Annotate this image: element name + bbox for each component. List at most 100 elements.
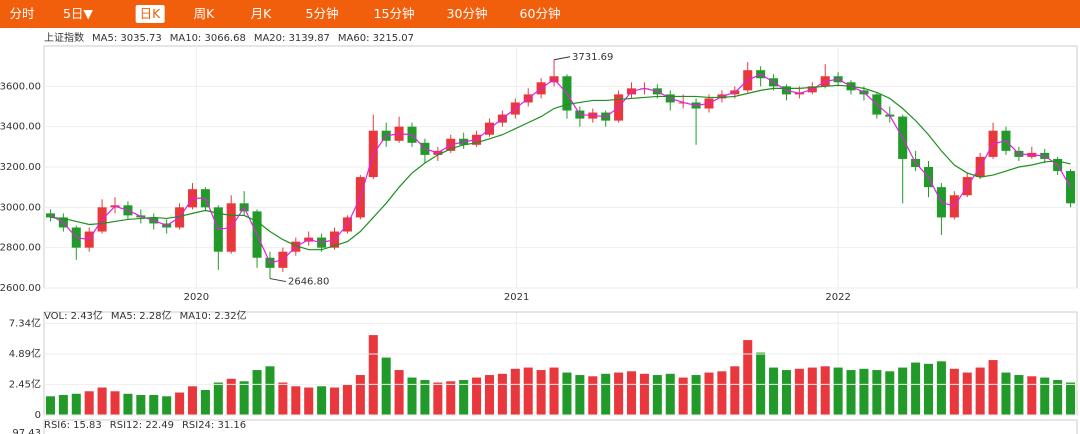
volume-bar xyxy=(536,370,546,415)
volume-bar xyxy=(523,367,533,415)
legend-item: MA60: 3215.07 xyxy=(338,33,414,44)
tab[interactable]: 30分钟 xyxy=(446,6,488,21)
volume-bar xyxy=(446,381,456,415)
y-tick-label: 3600.00 xyxy=(0,81,41,92)
volume-bar xyxy=(807,367,817,415)
x-tick-label: 2021 xyxy=(504,292,529,303)
volume-bar xyxy=(781,370,791,415)
volume-bar xyxy=(497,373,507,415)
volume-bar xyxy=(84,391,94,415)
volume-bar xyxy=(317,386,327,415)
volume-bar xyxy=(859,368,869,415)
tab[interactable]: 5日▼ xyxy=(62,6,94,21)
volume-bar xyxy=(45,396,55,415)
legend-item: MA5: 2.28亿 xyxy=(111,309,172,322)
legend-item: MA5: 3035.73 xyxy=(92,33,162,44)
legend-item: 上证指数 xyxy=(44,31,84,44)
tab-bar: 分时 5日▼ 日K 周K 月K 5分钟 15分钟 30分钟 60分钟 xyxy=(0,0,1080,28)
annotation: 3731.69 xyxy=(572,52,613,63)
tab[interactable]: 60分钟 xyxy=(519,6,561,21)
y-tick-label: 2.45亿 xyxy=(9,377,41,390)
volume-bar xyxy=(175,392,185,415)
tab[interactable]: 分时 xyxy=(9,6,35,21)
volume-bar xyxy=(794,368,804,415)
volume-bar xyxy=(639,373,649,415)
volume-bar xyxy=(936,361,946,415)
volume-bar xyxy=(407,377,417,415)
volume-bar xyxy=(355,375,365,415)
volume-bar xyxy=(330,387,340,415)
tab[interactable]: 日K xyxy=(135,5,165,23)
volume-bar xyxy=(1066,382,1076,415)
volume-bar xyxy=(510,368,520,415)
volume-bar xyxy=(820,366,830,415)
volume-bar xyxy=(601,373,611,415)
volume-bar xyxy=(575,375,585,415)
volume-bar xyxy=(614,372,624,415)
volume-bar xyxy=(368,335,378,415)
volume-bar xyxy=(162,396,172,415)
volume-bar xyxy=(988,360,998,415)
legend-item: MA10: 2.32亿 xyxy=(180,309,247,322)
volume-bar xyxy=(291,386,301,415)
y-tick-label: 3400.00 xyxy=(0,122,41,133)
volume-bar xyxy=(872,370,882,415)
volume-bar xyxy=(1027,376,1037,415)
volume-bar xyxy=(1053,380,1063,415)
volume-bar xyxy=(459,380,469,415)
volume-bar xyxy=(433,382,443,415)
tab[interactable]: 15分钟 xyxy=(373,6,415,21)
annotation: 2646.80 xyxy=(288,277,329,288)
x-tick-label: 2022 xyxy=(825,292,850,303)
volume-bar xyxy=(472,377,482,415)
volume-bar xyxy=(97,387,107,415)
volume-bar xyxy=(265,366,275,415)
tab[interactable]: 周K xyxy=(193,6,215,21)
volume-bar xyxy=(665,373,675,415)
volume-bar xyxy=(200,390,210,415)
volume-bar xyxy=(58,395,68,415)
volume-bar xyxy=(278,382,288,415)
volume-bar xyxy=(923,363,934,415)
volume-bar xyxy=(213,382,223,415)
y-tick-label: 4.89亿 xyxy=(9,347,41,360)
volume-bar xyxy=(1014,375,1024,415)
annotation-line xyxy=(553,56,571,61)
y-tick-label: 2600.00 xyxy=(0,283,41,294)
volume-bar xyxy=(110,391,120,415)
legend-item: RSI24: 31.16 xyxy=(182,420,246,431)
volume-bar xyxy=(562,372,572,415)
tab[interactable]: 月K xyxy=(250,6,272,21)
volume-bar xyxy=(678,377,688,415)
volume-bar xyxy=(304,387,314,415)
legend-item: MA10: 3066.68 xyxy=(170,33,246,44)
ma-line xyxy=(50,73,1072,264)
volume-bar xyxy=(420,380,430,415)
volume-bar xyxy=(769,367,779,415)
volume-bar xyxy=(626,371,637,415)
volume-bar xyxy=(652,375,662,415)
volume-bar xyxy=(898,367,908,415)
volume-bar xyxy=(588,376,598,415)
volume-bar xyxy=(136,395,146,415)
volume-bar xyxy=(252,370,262,415)
volume-bar xyxy=(381,357,391,415)
ma-line xyxy=(50,84,1071,251)
x-tick-label: 2020 xyxy=(184,292,209,303)
volume-bar xyxy=(691,375,701,415)
volume-bar xyxy=(704,372,714,415)
tab[interactable]: 5分钟 xyxy=(305,6,339,21)
volume-bar xyxy=(484,375,495,415)
volume-bar xyxy=(949,368,959,415)
volume-bar xyxy=(717,371,727,415)
volume-bar xyxy=(975,367,985,415)
legend-item: RSI6: 15.83 xyxy=(44,420,102,431)
volume-bar xyxy=(394,370,404,415)
panel-frame xyxy=(43,419,1078,434)
volume-bar xyxy=(1001,372,1011,415)
y-tick-label: 2800.00 xyxy=(0,243,41,254)
volume-bar xyxy=(846,370,856,415)
panel-frame xyxy=(43,311,1078,416)
y-tick-label: 7.34亿 xyxy=(9,316,41,329)
volume-bar xyxy=(911,362,921,415)
